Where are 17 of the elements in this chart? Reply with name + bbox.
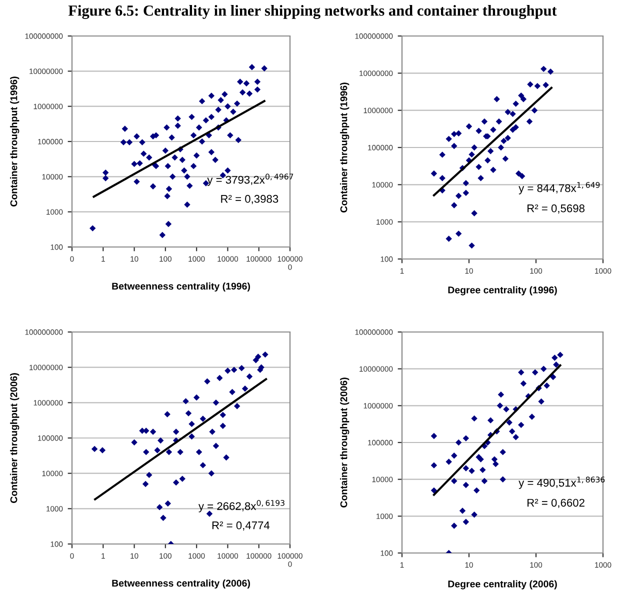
x-axis-title: Betweenness centrality (2006) (112, 579, 250, 589)
chart-title: Figure 6.5: Centrality in liner shipping networks and container throughput (68, 5, 557, 19)
annotation: R² = 0,3983 (221, 194, 278, 204)
x-axis-title: Degree centrality (2006) (448, 580, 557, 590)
y-axis-title: Container throughput (1996) (340, 82, 350, 212)
annotation: y = 3793,2x$^{0,4967}$ (207, 174, 294, 186)
annotation: R² = 0,5698 (528, 204, 585, 214)
annotation: R² = 0,6602 (528, 498, 584, 508)
x-axis-title: Betweenness centrality (1996) (112, 282, 250, 292)
y-axis-title: Container throughput (1996) (10, 76, 20, 206)
y-axis-title: Container throughput (2006) (10, 373, 20, 503)
annotation: y = 490,51x$^{1,8636}$ (518, 476, 605, 489)
y-axis-title: Container throughput (2006) (340, 378, 350, 508)
annotation: R² = 0,4774 (212, 521, 270, 531)
x-axis-title: Degree centrality (1996) (448, 286, 557, 296)
annotation: y = 2662,8x$^{0,6193}$ (198, 500, 284, 512)
annotation: y = 844,78x$^{1,649}$ (518, 182, 600, 194)
